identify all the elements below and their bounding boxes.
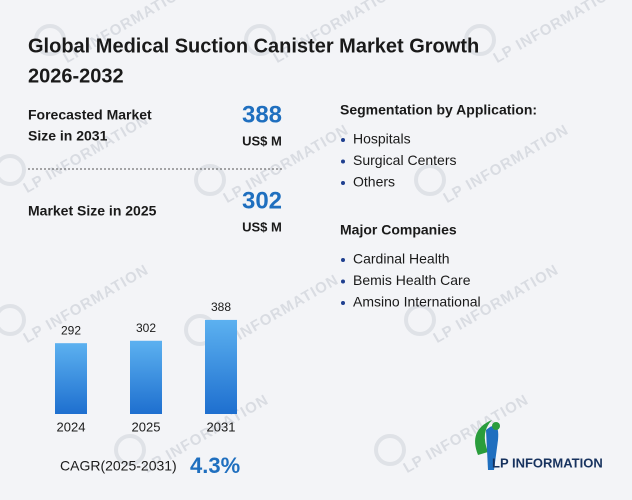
watermark-icon bbox=[194, 164, 226, 196]
logo-icon bbox=[486, 425, 499, 470]
list-item: Surgical Centers bbox=[353, 152, 457, 168]
x-tick-label: 2025 bbox=[132, 419, 161, 434]
list-item: Others bbox=[353, 174, 395, 190]
stat-label: Size in 2031 bbox=[28, 128, 108, 144]
cagr-label: CAGR(2025-2031) bbox=[60, 458, 177, 474]
bar bbox=[130, 340, 162, 414]
logo: LP INFORMATION bbox=[475, 420, 603, 470]
watermark-icon bbox=[244, 24, 276, 56]
bullet bbox=[341, 181, 345, 185]
x-tick-label: 2031 bbox=[207, 419, 236, 434]
stat-unit: US$ M bbox=[242, 133, 282, 148]
bullet bbox=[341, 138, 345, 142]
watermark-icon bbox=[34, 24, 66, 56]
stat-label: Market Size in 2025 bbox=[28, 203, 157, 219]
section-title: Segmentation by Application: bbox=[340, 102, 537, 118]
stat-value: 388 bbox=[242, 101, 282, 128]
bullet bbox=[341, 301, 345, 305]
logo-text: LP INFORMATION bbox=[492, 455, 603, 470]
logo-icon bbox=[492, 422, 500, 430]
section-title: Major Companies bbox=[340, 222, 457, 238]
bar bbox=[55, 343, 87, 414]
list-item: Amsino International bbox=[353, 294, 481, 310]
title: 2026-2032 bbox=[28, 65, 124, 87]
stat-unit: US$ M bbox=[242, 219, 282, 234]
list-item: Cardinal Health bbox=[353, 251, 450, 267]
list-item: Hospitals bbox=[353, 131, 411, 147]
title: Global Medical Suction Canister Market G… bbox=[28, 35, 479, 57]
bullet bbox=[341, 258, 345, 262]
bullet bbox=[341, 279, 345, 284]
bullet bbox=[341, 159, 345, 164]
logo-icon bbox=[475, 420, 492, 455]
watermark-icon bbox=[464, 24, 496, 56]
value-label: 292 bbox=[61, 323, 81, 337]
list-item: Bemis Health Care bbox=[353, 272, 471, 288]
x-tick-label: 2024 bbox=[57, 419, 86, 434]
stat-label: Forecasted Market bbox=[28, 107, 152, 123]
value-label: 388 bbox=[211, 300, 231, 314]
watermark-icon bbox=[0, 304, 26, 336]
watermark-icon bbox=[374, 434, 406, 466]
watermark-icon bbox=[114, 434, 146, 466]
watermark-icon bbox=[404, 304, 436, 336]
stat-value: 302 bbox=[242, 187, 282, 214]
bar bbox=[205, 319, 237, 414]
watermark-icon bbox=[414, 164, 446, 196]
bar-chart: 292 2024 302 2025 388 2031 bbox=[55, 300, 237, 434]
cagr-value: 4.3% bbox=[190, 453, 240, 478]
watermark-icon bbox=[0, 154, 26, 186]
value-label: 302 bbox=[136, 321, 156, 335]
